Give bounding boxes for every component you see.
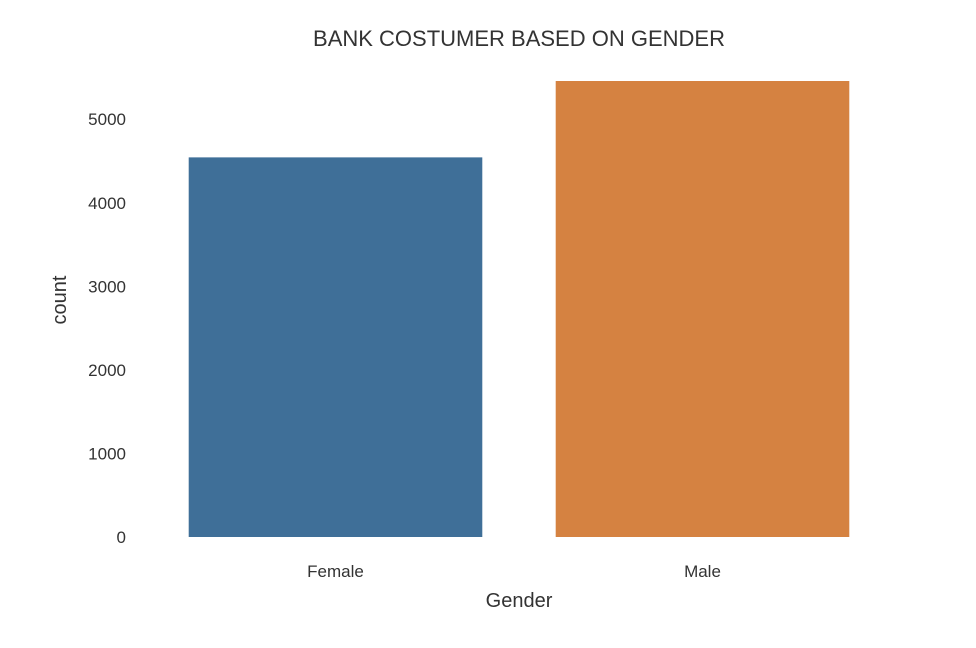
y-tick-label: 3000 [88,277,126,296]
x-tick-label: Male [684,562,721,581]
bar-female [188,157,483,537]
x-axis-label: Gender [486,590,553,612]
y-tick-label: 0 [117,528,126,547]
y-tick-label: 5000 [88,110,126,129]
bar-male [555,81,850,537]
y-axis-label: count [49,275,71,324]
y-tick-label: 1000 [88,444,126,463]
y-tick-label: 2000 [88,361,126,380]
y-axis-ticks: 0 1000 2000 3000 4000 5000 [88,110,126,547]
x-tick-label: Female [307,562,364,581]
bars [188,81,850,537]
chart-title: BANK COSTUMER BASED ON GENDER [313,26,725,51]
x-axis-ticks: Female Male [307,562,721,581]
y-tick-label: 4000 [88,194,126,213]
